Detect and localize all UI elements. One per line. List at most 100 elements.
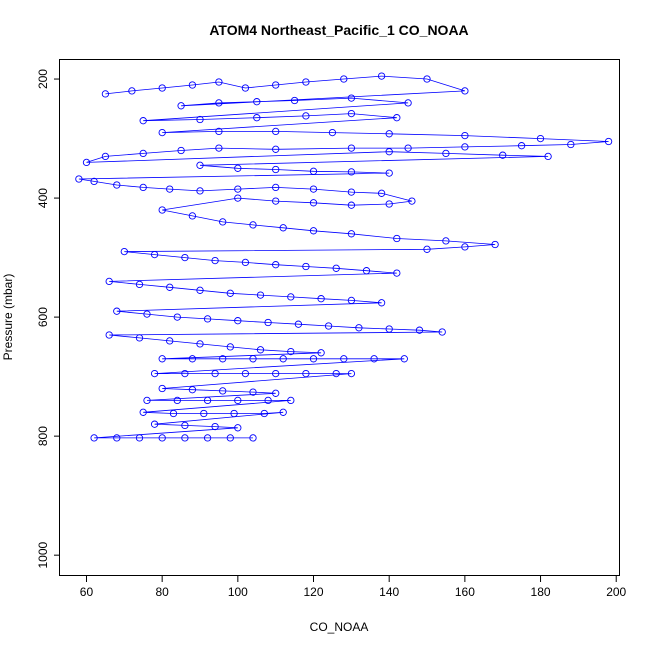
data-point: [290, 96, 299, 105]
data-point: [393, 114, 401, 122]
data-point: [105, 331, 113, 339]
data-point: [332, 264, 340, 272]
y-tick-label: 400: [36, 188, 50, 208]
data-point: [219, 355, 227, 363]
data-point: [150, 369, 159, 378]
data-point: [219, 387, 227, 395]
data-point: [355, 324, 363, 332]
data-point: [234, 396, 242, 405]
data-point: [150, 420, 159, 428]
data-point: [287, 396, 295, 405]
data-point: [461, 87, 469, 95]
data-point: [226, 434, 234, 442]
data-point: [158, 84, 166, 92]
data-point: [393, 269, 401, 277]
data-point: [241, 369, 250, 378]
data-point: [370, 355, 378, 363]
data-point: [166, 185, 174, 193]
data-point: [135, 434, 144, 442]
data-point: [234, 317, 242, 325]
data-point: [177, 146, 185, 155]
data-point: [143, 396, 151, 405]
data-point: [272, 183, 280, 192]
data-point: [113, 181, 121, 189]
data-point: [181, 369, 189, 378]
data-point: [340, 75, 348, 83]
data-point: [302, 78, 310, 86]
data-point: [272, 165, 280, 174]
data-point: [101, 152, 110, 161]
data-point: [385, 169, 393, 177]
data-point: [385, 130, 393, 138]
data-point: [181, 253, 189, 262]
data-point: [264, 318, 272, 327]
data-point: [241, 258, 250, 267]
data-point: [461, 131, 469, 140]
data-point: [241, 84, 250, 92]
x-tick-label: 100: [228, 585, 248, 599]
data-point: [340, 355, 348, 363]
data-point: [324, 322, 333, 330]
data-point: [260, 409, 268, 418]
data-point: [196, 340, 204, 348]
data-point: [196, 187, 204, 195]
data-point: [203, 434, 212, 442]
data-point: [442, 149, 450, 158]
data-point: [143, 310, 151, 318]
data-point: [150, 250, 159, 259]
data-point: [415, 326, 424, 334]
x-axis-label: CO_NOAA: [310, 620, 369, 634]
data-point: [567, 140, 575, 149]
data-point: [461, 143, 469, 151]
data-point: [113, 434, 121, 442]
x-tick-label: 160: [455, 585, 475, 599]
chart-title: ATOM4 Northeast_Pacific_1 CO_NOAA: [209, 22, 468, 38]
x-axis: 60 80 100 120 140 160 180 200: [80, 576, 627, 599]
data-point: [158, 355, 166, 363]
data-point: [309, 199, 318, 207]
data-point: [135, 280, 144, 289]
data-point: [347, 188, 356, 196]
y-axis: 200 400 600 800 1000: [36, 69, 60, 569]
data-point: [279, 355, 287, 363]
data-point: [128, 87, 136, 95]
data-point: [328, 128, 337, 137]
x-tick-label: 140: [379, 585, 399, 599]
data-point: [309, 167, 318, 175]
data-point: [272, 261, 280, 269]
data-point: [279, 224, 287, 232]
data-point: [215, 127, 223, 136]
data-point: [82, 158, 91, 167]
data-point: [105, 277, 113, 286]
data-point: [309, 227, 318, 235]
data-point: [226, 289, 234, 297]
data-point: [256, 291, 265, 299]
data-point: [166, 337, 174, 345]
y-tick-label: 600: [36, 307, 50, 327]
data-point: [253, 98, 261, 106]
data-point: [173, 396, 181, 405]
x-tick-label: 120: [303, 585, 323, 599]
data-point: [287, 293, 295, 301]
x-tick-label: 200: [606, 585, 626, 599]
x-tick-label: 80: [155, 585, 169, 599]
y-tick-label: 200: [36, 69, 50, 89]
data-point: [219, 218, 227, 226]
data-point: [377, 189, 386, 197]
data-point: [256, 346, 265, 354]
data-point: [188, 386, 197, 394]
data-point: [377, 72, 386, 80]
data-point: [196, 286, 204, 294]
data-point: [211, 256, 219, 265]
data-point: [317, 295, 325, 303]
data-point: [211, 369, 219, 378]
data-point: [385, 325, 393, 333]
data-point: [400, 355, 408, 363]
data-point: [347, 144, 356, 152]
data-point: [404, 99, 412, 107]
data-point: [423, 75, 431, 83]
data-point: [188, 355, 197, 363]
data-point: [181, 421, 189, 430]
data-point: [347, 168, 356, 176]
